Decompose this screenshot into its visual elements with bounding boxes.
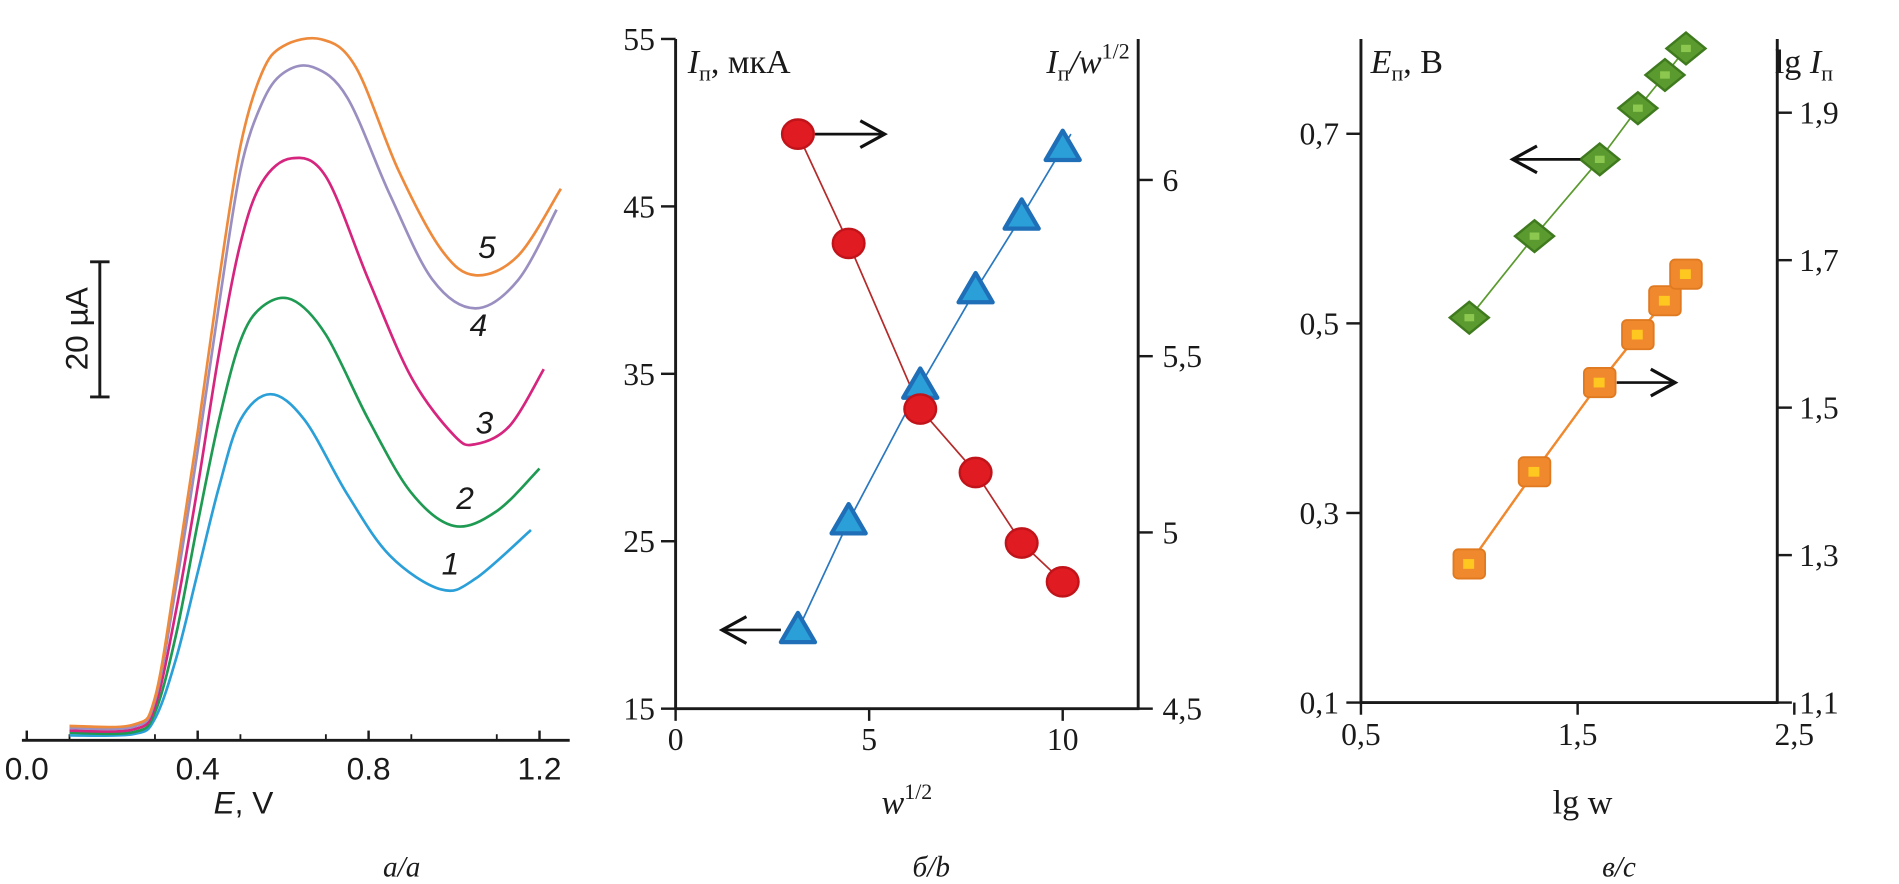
x-tick-label: 0,5 (1341, 717, 1381, 752)
diamond-point-highlight (1681, 44, 1691, 53)
arrow-right-axis-head (1650, 367, 1679, 398)
curve-1 (69, 392, 532, 738)
x-tick-label: 1,5 (1558, 717, 1598, 752)
curve-label-5: 5 (478, 229, 496, 265)
square-point-highlight (1593, 377, 1605, 388)
circle-point (780, 118, 815, 150)
trend-line-diamond (1468, 47, 1687, 319)
curve-label-1: 1 (442, 546, 460, 582)
x-tick-label: 0 (668, 722, 684, 757)
right-y-tick-label: 1,7 (1799, 243, 1839, 278)
curve-4 (69, 64, 558, 731)
curve-3 (69, 156, 545, 733)
left-y-tick-label: 25 (623, 524, 655, 559)
left-y-tick-label: 55 (623, 22, 655, 57)
triangle-point (829, 501, 868, 536)
circle-point (958, 456, 993, 489)
x-tick-label: 2,5 (1775, 717, 1815, 752)
arrow-left-axis-head (718, 615, 748, 645)
scale-bar: 20 µA (59, 260, 110, 399)
caption-c: в/c (1602, 852, 1636, 884)
x-tick-label: 0.8 (347, 750, 391, 786)
triangle-point (956, 270, 995, 305)
left-y-tick-label: 0,1 (1299, 686, 1339, 721)
square-point-highlight (1463, 559, 1475, 569)
triangle-point (1002, 197, 1041, 231)
circle-point (1045, 565, 1080, 598)
diamond-point-highlight (1632, 104, 1643, 112)
x-tick-label: 5 (861, 722, 877, 757)
panel-a-x-label: E, V (214, 784, 274, 820)
left-y-tick-label: 45 (623, 189, 655, 224)
square-point-highlight (1528, 466, 1540, 477)
curve-2 (69, 296, 541, 736)
panel-c-left-y-label: Eп, В (1370, 44, 1443, 85)
curve-label-4: 4 (470, 307, 488, 343)
left-y-tick-label: 15 (623, 692, 655, 727)
circle-point (1004, 527, 1039, 559)
left-y-tick-label: 0,7 (1299, 117, 1339, 152)
square-point-highlight (1631, 329, 1643, 340)
panel-b-current-vs-sqrt-w: 15 25 35 45 55 4,5 5 5,5 6 0 5 10 Iп, мкА Iп/w1/2 w… (623, 22, 1202, 884)
caption-b: б/b (913, 852, 950, 884)
square-point-highlight (1658, 295, 1670, 306)
diamond-point-highlight (1529, 232, 1540, 240)
left-y-tick-label: 0,3 (1299, 496, 1339, 531)
triangle-point (778, 610, 818, 645)
right-y-tick-label: 1,9 (1799, 96, 1839, 131)
panel-b-right-y-label: Iп/w1/2 (1045, 38, 1129, 85)
right-y-tick-label: 6 (1163, 163, 1179, 198)
right-y-tick-label: 5 (1163, 515, 1179, 550)
square-point-highlight (1679, 269, 1691, 280)
circle-point (903, 393, 938, 425)
panel-c-log-plots: 0,1 0,3 0,5 0,7 1,1 1,3 1,5 1,7 1,9 0,5 1,5 2,5 Eп,… (1299, 31, 1839, 884)
circle-point (831, 227, 866, 260)
curve-label-2: 2 (455, 480, 474, 516)
panel-b-x-label: w1/2 (882, 779, 933, 822)
left-y-tick-label: 0,5 (1299, 306, 1339, 341)
right-y-tick-label: 1,3 (1799, 538, 1839, 573)
x-tick-label: 0.4 (176, 750, 220, 786)
x-tick-label: 0.0 (5, 750, 49, 786)
triangle-point (1043, 128, 1082, 163)
panel-a-voltammograms: 0.0 0.4 0.8 1.2 1 2 3 4 5 20 µA E, V а/a (5, 36, 570, 884)
panel-c-x-label: lg w (1553, 784, 1613, 821)
x-tick-label: 10 (1047, 722, 1079, 757)
right-y-tick-label: 5,5 (1163, 339, 1203, 374)
diamond-point-highlight (1660, 71, 1670, 79)
right-y-tick-label: 1,1 (1799, 686, 1839, 721)
scale-bar-label: 20 µA (59, 286, 95, 370)
arrow-left-axis-head (1509, 144, 1538, 175)
arrow-right-axis-head (859, 119, 888, 149)
right-y-tick-label: 4,5 (1163, 692, 1203, 727)
left-y-tick-label: 35 (623, 357, 655, 392)
panel-c-right-y-label: lg Iп (1775, 44, 1833, 85)
x-tick-label: 1.2 (518, 750, 562, 786)
curve-5 (69, 36, 563, 729)
caption-a: а/a (383, 852, 420, 884)
diamond-point-highlight (1464, 314, 1475, 322)
trend-line-square (1468, 273, 1687, 565)
right-y-tick-label: 1,5 (1799, 391, 1839, 426)
curve-label-3: 3 (476, 404, 494, 440)
panel-b-left-y-label: Iп, мкА (687, 44, 791, 85)
diamond-point-highlight (1594, 155, 1605, 164)
